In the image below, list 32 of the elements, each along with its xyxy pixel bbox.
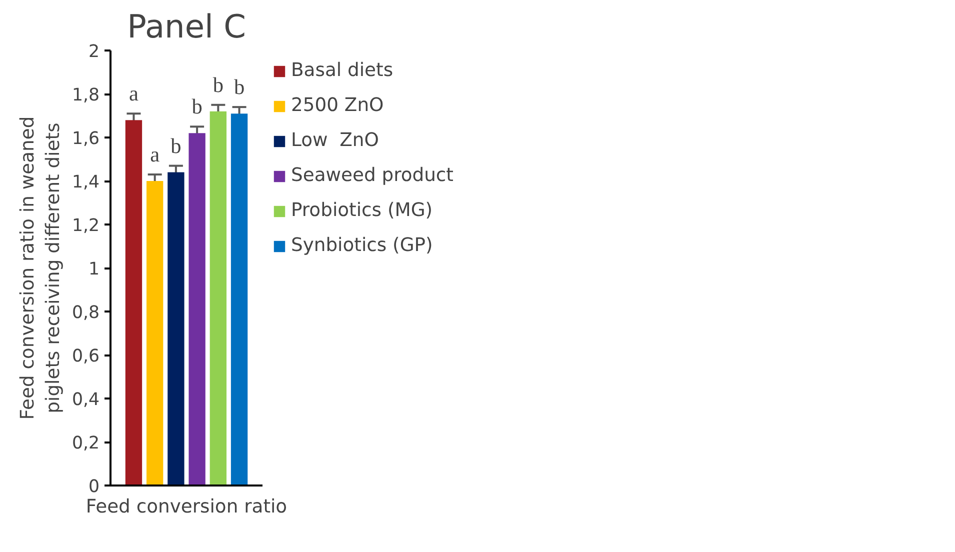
data-label: b (170, 134, 182, 158)
y-tick-label: 0 (88, 477, 100, 497)
y-tick-label: 0,4 (72, 390, 100, 410)
y-tick-label: 1,4 (72, 172, 100, 192)
data-label: a (150, 142, 160, 166)
data-label: b (212, 72, 224, 97)
y-tick-label: 1,8 (72, 86, 100, 106)
y-tick-label: 0,6 (72, 346, 100, 366)
bar (230, 114, 248, 486)
legend-label: Probiotics (MG) (291, 200, 433, 221)
y-tick-label: 2 (88, 42, 100, 62)
y-tick-label: 1 (88, 260, 100, 280)
bar (210, 111, 227, 486)
data-label: b (192, 94, 202, 119)
chart-title: Panel C (127, 8, 246, 46)
y-tick-label: 0,2 (72, 434, 100, 454)
legend-label: Synbiotics (GP) (291, 235, 433, 256)
data-label: b (234, 75, 245, 100)
legend-label: Seaweed product (291, 165, 454, 186)
y-tick-label: 0,8 (72, 303, 100, 323)
x-axis-title: Feed conversion ratio (86, 496, 288, 518)
bar (146, 181, 164, 486)
y-axis-title: Feed conversion ratio in weaned piglets receiving different diets (18, 116, 64, 420)
legend-label: Basal diets (291, 60, 394, 81)
data-label: a (128, 82, 139, 106)
bar (125, 120, 142, 486)
y-tick-label: 1,6 (72, 129, 100, 149)
bar (168, 172, 184, 486)
y-tick-label: 1,2 (72, 216, 100, 236)
bar (188, 133, 206, 486)
legend-label: Low ZnO (291, 130, 379, 151)
legend-label: 2500 ZnO (291, 95, 384, 116)
